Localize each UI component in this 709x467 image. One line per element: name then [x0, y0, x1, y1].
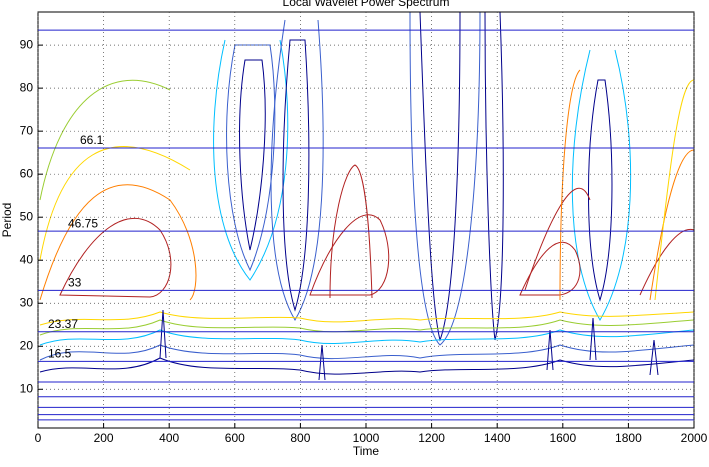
period-label: 66.1 [80, 133, 104, 147]
contour [39, 329, 695, 346]
contour [39, 319, 695, 336]
contours [39, 11, 695, 381]
contour [239, 59, 266, 251]
period-label: 46.75 [68, 216, 98, 230]
contour [329, 164, 373, 299]
contour [309, 214, 390, 296]
contour [282, 39, 310, 312]
contour [654, 79, 695, 301]
contour [39, 357, 695, 375]
y-tick-label: 10 [20, 381, 34, 395]
contour [39, 184, 197, 301]
x-tick-label: 1000 [353, 431, 380, 445]
x-tick-label: 1600 [549, 431, 576, 445]
x-tick-label: 0 [35, 431, 42, 445]
y-tick-label: 90 [20, 37, 34, 51]
contour [39, 344, 695, 361]
y-tick-label: 60 [20, 166, 34, 180]
period-label: 16.5 [48, 346, 72, 360]
x-axis-label: Time [353, 444, 380, 458]
y-tick-label: 50 [20, 209, 34, 223]
x-tick-label: 1200 [418, 431, 445, 445]
contour [649, 149, 695, 301]
contour [159, 309, 659, 381]
contour [59, 218, 172, 298]
contour [484, 11, 504, 341]
contour [519, 241, 581, 296]
x-tick-label: 400 [159, 431, 179, 445]
x-tick-label: 1400 [484, 431, 511, 445]
contour [39, 79, 171, 201]
contour [524, 187, 591, 291]
period-label: 23.37 [48, 317, 78, 331]
chart-title: Local Wavelet Power Spectrum [283, 0, 450, 9]
x-tick-label: 1800 [615, 431, 642, 445]
y-tick-label: 30 [20, 295, 34, 309]
x-tick-label: 2000 [681, 431, 708, 445]
contour [270, 19, 324, 321]
contour [409, 11, 481, 346]
contour [587, 79, 613, 302]
y-tick-label: 70 [20, 123, 34, 137]
y-axis-label: Period [0, 203, 14, 238]
contour [213, 39, 289, 281]
x-tick-label: 800 [290, 431, 310, 445]
y-tick-label: 80 [20, 80, 34, 94]
contour [559, 69, 581, 301]
contour [39, 146, 191, 261]
contour [39, 311, 695, 326]
y-tick-label: 40 [20, 252, 34, 266]
y-tick-label: 20 [20, 338, 34, 352]
period-label: 33 [68, 276, 82, 290]
contour [639, 228, 695, 296]
x-tick-label: 200 [94, 431, 114, 445]
contour [571, 49, 632, 321]
x-tick-label: 600 [225, 431, 245, 445]
